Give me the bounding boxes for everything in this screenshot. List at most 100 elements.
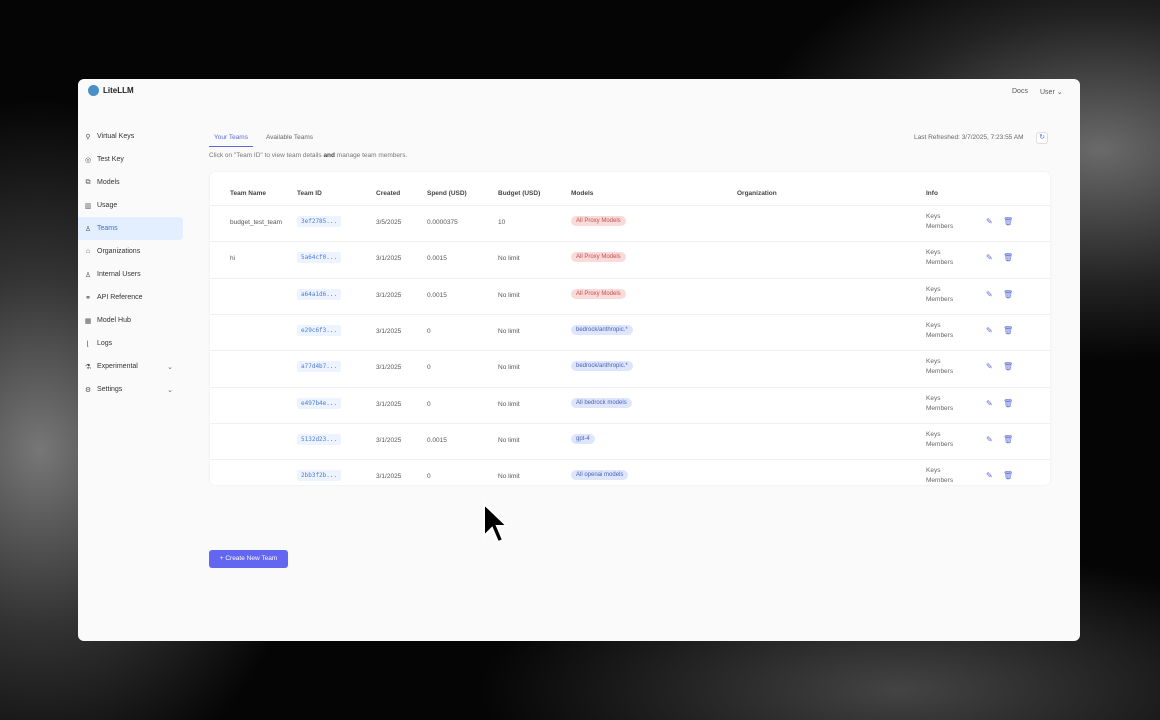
team-id-link[interactable]: 5132d23...: [297, 433, 342, 445]
delete-icon[interactable]: 🗑: [1003, 253, 1014, 263]
logo[interactable]: LiteLLM: [88, 85, 134, 96]
delete-icon[interactable]: 🗑: [1003, 325, 1014, 335]
logo-icon: [88, 85, 99, 96]
info: Keys Members: [926, 212, 953, 232]
info: Keys Members: [926, 321, 953, 341]
edit-icon[interactable]: ✎: [986, 398, 993, 408]
model-badge: bedrock/anthropic.*: [571, 324, 633, 335]
delete-icon[interactable]: 🗑: [1003, 362, 1014, 372]
tab-available-teams[interactable]: Available Teams: [265, 134, 314, 141]
delete-icon[interactable]: 🗑: [1003, 217, 1014, 226]
info-members: Members: [926, 440, 954, 448]
key-icon: ⚲: [85, 133, 91, 141]
sidebar-item-virtual-keys[interactable]: ⚲ Virtual Keys: [78, 125, 183, 148]
budget: No limit: [498, 255, 520, 263]
info-keys: Keys: [926, 467, 941, 475]
sidebar: ⚲ Virtual Keys ◎ Test Key ⧉ Models ▥ Usage ♙ Team…: [78, 125, 183, 401]
table-row: 5132d23... 3/1/2025 0.0015 No limit gpt-…: [210, 422, 1050, 459]
edit-icon[interactable]: ✎: [986, 362, 993, 372]
sidebar-item-experimental[interactable]: ⚗ Experimental ⌄: [78, 355, 183, 378]
table-row: budget_test_team 3ef2785... 3/5/2025 0.0…: [210, 205, 1050, 241]
delete-icon[interactable]: 🗑: [1003, 471, 1014, 481]
team-id-link[interactable]: 2bb3f2b...: [297, 470, 342, 482]
edit-icon[interactable]: ✎: [986, 471, 993, 481]
info-keys: Keys: [926, 213, 941, 220]
hint-post: manage team members.: [335, 152, 408, 159]
info-keys: Keys: [926, 358, 941, 366]
budget: No limit: [498, 364, 520, 372]
app-name: LiteLLM: [103, 86, 134, 95]
chevron-down-icon: ⌄: [1056, 89, 1063, 96]
refresh-icon: ↻: [1039, 134, 1045, 141]
sidebar-item-label: Internal Users: [97, 271, 141, 278]
spend: 0: [427, 327, 431, 335]
sidebar-item-teams[interactable]: ♙ Teams: [78, 217, 183, 240]
info-members: Members: [926, 368, 954, 376]
info-members: Members: [926, 331, 954, 339]
team-id-link[interactable]: a64a1d6...: [297, 288, 342, 300]
sidebar-item-label: Organizations: [97, 248, 141, 255]
budget: 10: [498, 219, 506, 226]
sidebar-item-label: API Reference: [97, 294, 143, 301]
spend: 0.0000375: [427, 219, 458, 226]
info: Keys Members: [926, 357, 953, 377]
info-keys: Keys: [926, 285, 941, 293]
tab-your-teams[interactable]: Your Teams: [209, 133, 253, 147]
team-icon: ♙: [84, 225, 92, 233]
col-organization: Organization: [737, 190, 777, 197]
info-members: Members: [926, 259, 954, 267]
sidebar-item-api-reference[interactable]: ⚭ API Reference: [78, 286, 183, 309]
sidebar-item-model-hub[interactable]: ▦ Model Hub: [78, 309, 183, 332]
spend: 0: [427, 400, 431, 408]
create-new-team-button[interactable]: + Create New Team: [209, 550, 288, 568]
team-name: budget_test_team: [230, 219, 283, 226]
sidebar-item-label: Test Key: [97, 156, 124, 163]
info: Keys Members: [926, 248, 953, 268]
sidebar-item-internal-users[interactable]: ♙ Internal Users: [78, 263, 183, 286]
sidebar-item-models[interactable]: ⧉ Models: [78, 171, 183, 194]
budget: No limit: [498, 400, 520, 408]
play-circle-icon: ◎: [84, 156, 92, 164]
info-members: Members: [926, 295, 954, 303]
info: Keys Members: [926, 285, 953, 305]
team-id-link[interactable]: 5a64cf0...: [297, 252, 342, 264]
block-icon: ⧉: [85, 178, 91, 186]
spend: 0: [427, 364, 431, 372]
model-badge: gpt-4: [571, 433, 595, 444]
user-menu[interactable]: User ⌄: [1040, 88, 1063, 96]
delete-icon[interactable]: 🗑: [1003, 289, 1014, 299]
info-keys: Keys: [926, 321, 941, 329]
app-window: LiteLLM Docs User ⌄ ⚲ Virtual Keys ◎ Test K…: [78, 79, 1080, 641]
sidebar-item-test-key[interactable]: ◎ Test Key: [78, 148, 183, 171]
sidebar-item-logs[interactable]: ⌊ Logs: [78, 332, 183, 355]
team-id-link[interactable]: e29c6f3...: [297, 324, 342, 336]
edit-icon[interactable]: ✎: [986, 434, 993, 444]
team-id-link[interactable]: 3ef2785...: [297, 216, 342, 227]
info: Keys Members: [926, 394, 953, 414]
budget: No limit: [498, 436, 520, 444]
sidebar-item-usage[interactable]: ▥ Usage: [78, 194, 183, 217]
mouse-cursor-icon: [483, 502, 508, 544]
created: 3/1/2025: [376, 400, 402, 408]
team-id-link[interactable]: e497b4e...: [297, 397, 342, 409]
app-store-icon: ▦: [84, 317, 92, 325]
spend: 0.0015: [427, 436, 447, 444]
info-keys: Keys: [926, 249, 941, 257]
sidebar-item-label: Models: [97, 179, 120, 186]
edit-icon[interactable]: ✎: [986, 325, 993, 335]
delete-icon[interactable]: 🗑: [1003, 434, 1014, 444]
team-id-link[interactable]: a77d4b7...: [297, 361, 342, 373]
sidebar-item-organizations[interactable]: ⌂ Organizations: [78, 240, 183, 263]
delete-icon[interactable]: 🗑: [1003, 398, 1014, 408]
edit-icon[interactable]: ✎: [986, 289, 993, 299]
col-team-name: Team Name: [230, 190, 267, 197]
edit-icon[interactable]: ✎: [986, 253, 993, 263]
sidebar-item-settings[interactable]: ⚙ Settings ⌄: [78, 378, 183, 401]
docs-link[interactable]: Docs: [1012, 88, 1028, 95]
budget: No limit: [498, 291, 520, 299]
edit-icon[interactable]: ✎: [986, 217, 993, 226]
refresh-button[interactable]: ↻: [1036, 132, 1048, 144]
sidebar-item-label: Experimental: [97, 363, 138, 370]
created: 3/1/2025: [376, 327, 402, 335]
model-badge: bedrock/anthropic.*: [571, 361, 633, 372]
